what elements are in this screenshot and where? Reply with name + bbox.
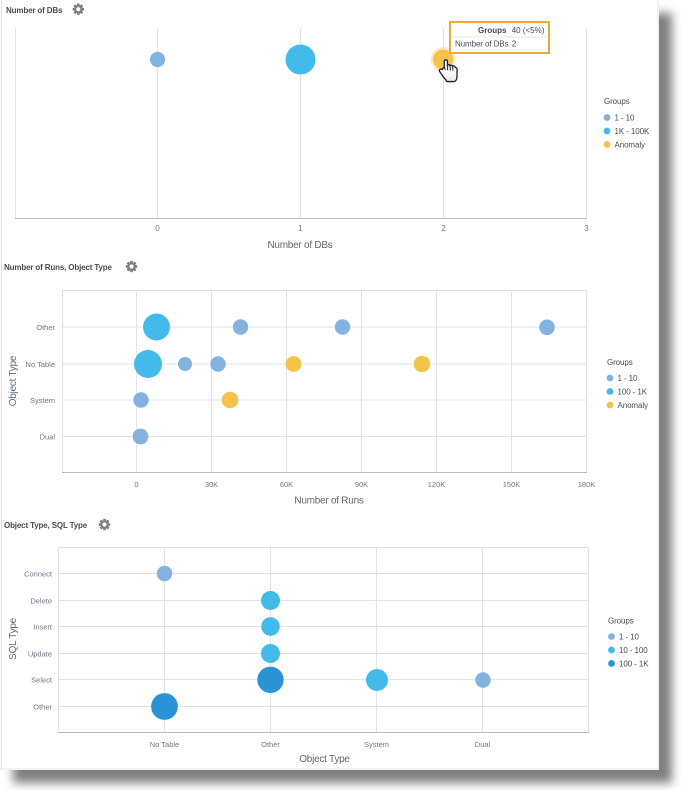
svg-text:Select: Select — [31, 676, 53, 685]
svg-text:1: 1 — [298, 224, 303, 233]
svg-text:SQL Type: SQL Type — [8, 617, 19, 660]
svg-text:Other: Other — [261, 740, 280, 749]
svg-text:System: System — [364, 740, 389, 749]
svg-text:Groups: Groups — [608, 617, 634, 626]
svg-text:1 - 10: 1 - 10 — [615, 113, 636, 122]
svg-text:0: 0 — [134, 480, 138, 489]
svg-text:100 - 1K: 100 - 1K — [619, 659, 649, 668]
svg-text:Delete: Delete — [30, 597, 52, 606]
svg-text:Other: Other — [33, 703, 52, 712]
svg-text:Number of DBs: Number of DBs — [6, 6, 63, 15]
svg-text:Dual: Dual — [40, 433, 56, 442]
svg-text:Number of DBs: Number of DBs — [267, 240, 332, 251]
svg-text:3: 3 — [584, 224, 589, 233]
svg-text:Dual: Dual — [475, 740, 491, 749]
svg-text:Object Type: Object Type — [8, 355, 19, 406]
svg-text:2: 2 — [512, 40, 517, 49]
svg-text:Connect: Connect — [24, 570, 53, 579]
svg-text:Insert: Insert — [33, 623, 53, 632]
svg-text:90K: 90K — [355, 480, 368, 489]
svg-text:40 (<5%): 40 (<5%) — [512, 26, 545, 35]
svg-text:Groups: Groups — [478, 26, 507, 35]
svg-text:Object Type: Object Type — [299, 754, 350, 765]
svg-text:0: 0 — [155, 224, 160, 233]
svg-text:30K: 30K — [205, 480, 218, 489]
svg-text:System: System — [30, 396, 55, 405]
svg-text:150K: 150K — [503, 480, 521, 489]
svg-text:2: 2 — [441, 224, 446, 233]
svg-text:120K: 120K — [428, 480, 446, 489]
svg-text:100 - 1K: 100 - 1K — [618, 387, 648, 396]
svg-text:No Table: No Table — [150, 740, 179, 749]
svg-text:60K: 60K — [280, 480, 293, 489]
svg-text:Number of Runs, Object Type: Number of Runs, Object Type — [4, 263, 113, 272]
svg-text:Groups: Groups — [607, 358, 633, 367]
svg-text:Number of Runs: Number of Runs — [294, 496, 364, 507]
svg-text:Update: Update — [28, 650, 52, 659]
svg-text:1K - 100K: 1K - 100K — [615, 127, 650, 136]
svg-text:180K: 180K — [578, 480, 596, 489]
svg-text:Anomaly: Anomaly — [618, 401, 649, 410]
svg-text:Groups: Groups — [604, 97, 630, 106]
svg-text:1 - 10: 1 - 10 — [619, 632, 640, 641]
svg-text:Other: Other — [36, 323, 55, 332]
svg-text:No Table: No Table — [26, 360, 55, 369]
svg-text:10 - 100: 10 - 100 — [619, 646, 648, 655]
svg-text:Number of DBs: Number of DBs — [455, 40, 508, 49]
svg-text:Object Type, SQL Type: Object Type, SQL Type — [4, 521, 88, 530]
svg-text:Anomaly: Anomaly — [615, 140, 646, 149]
svg-text:1 - 10: 1 - 10 — [618, 374, 639, 383]
